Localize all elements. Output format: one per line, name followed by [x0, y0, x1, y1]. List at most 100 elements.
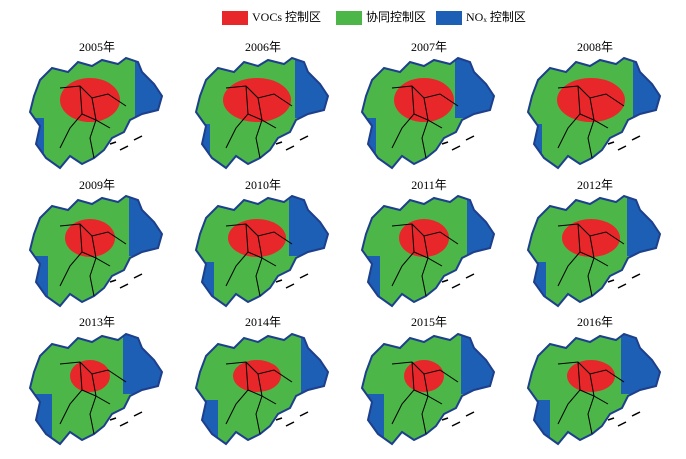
region-outline: [194, 194, 330, 308]
island: [285, 145, 295, 151]
voc-zone: [70, 360, 110, 392]
district-border: [557, 85, 581, 149]
panel-title: 2012年: [577, 178, 613, 192]
voc-zone: [562, 219, 620, 257]
map-panel: [28, 332, 164, 446]
map-panel: [28, 56, 164, 170]
legend-swatch: [222, 11, 248, 25]
island: [465, 273, 475, 279]
island: [607, 417, 615, 421]
panel-title: 2007年: [411, 40, 447, 54]
legend-swatch: [336, 11, 362, 25]
map-panel: [194, 56, 330, 170]
region-outline: [360, 194, 496, 308]
island: [133, 273, 143, 279]
district-border: [247, 113, 263, 159]
legend-label: VOCs 控制区: [252, 10, 321, 24]
legend-label: NOₓ 控制区: [466, 10, 526, 24]
district-border: [413, 251, 429, 297]
panel-title: 2009年: [79, 178, 115, 192]
island: [465, 411, 475, 417]
map-panel: [526, 332, 662, 446]
district-border: [81, 389, 97, 435]
map-panel: [194, 332, 330, 446]
island: [275, 417, 283, 421]
island: [607, 141, 615, 145]
region-outline: [28, 194, 164, 308]
region-outline: [28, 56, 164, 170]
panel-title: 2011年: [411, 178, 447, 192]
district-border: [579, 251, 595, 297]
map-panel: [360, 56, 496, 170]
map-panel: [526, 56, 662, 170]
district-border: [225, 223, 249, 287]
region-outline: [526, 56, 662, 170]
district-border: [391, 361, 415, 425]
region-outline: [526, 332, 662, 446]
map-panel: [28, 194, 164, 308]
island: [109, 417, 117, 421]
nox-zone: [196, 400, 218, 444]
island: [617, 283, 627, 289]
island: [441, 417, 449, 421]
island: [441, 141, 449, 145]
district-border: [225, 85, 249, 149]
district-border: [557, 223, 581, 287]
district-border: [59, 361, 83, 425]
nox-zone: [461, 334, 494, 394]
panel-title: 2013年: [79, 315, 115, 329]
island: [275, 279, 283, 283]
region-outline: [360, 56, 496, 170]
island: [299, 135, 309, 141]
panel-title: 2006年: [245, 40, 281, 54]
island: [617, 145, 627, 151]
region-outline: [28, 332, 164, 446]
district-border: [225, 361, 249, 425]
island: [109, 279, 117, 283]
nox-zone: [627, 196, 660, 256]
district-border: [81, 113, 97, 159]
district-border: [579, 113, 595, 159]
island: [285, 283, 295, 289]
district-border: [247, 251, 263, 297]
legend-label: 协同控制区: [366, 9, 426, 24]
district-border: [59, 85, 83, 149]
island: [441, 279, 449, 283]
map-fill: [30, 334, 162, 444]
map-panel: [360, 332, 496, 446]
voc-zone: [223, 78, 291, 122]
island: [119, 283, 129, 289]
island: [465, 135, 475, 141]
district-border: [413, 113, 429, 159]
district-border: [557, 361, 581, 425]
island: [299, 411, 309, 417]
district-border: [247, 389, 263, 435]
region-outline: [360, 332, 496, 446]
district-border: [413, 389, 429, 435]
island: [451, 421, 461, 427]
panel-title: 2010年: [245, 178, 281, 192]
panel-title: 2008年: [577, 40, 613, 54]
voc-zone: [228, 219, 286, 257]
voc-zone: [60, 78, 120, 122]
district-border: [391, 223, 415, 287]
island: [299, 273, 309, 279]
region-outline: [194, 332, 330, 446]
island: [451, 283, 461, 289]
map-panel: [526, 194, 662, 308]
island: [109, 141, 117, 145]
island: [631, 135, 641, 141]
island: [119, 145, 129, 151]
district-border: [81, 251, 97, 297]
panel-title: 2016年: [577, 315, 613, 329]
island: [133, 135, 143, 141]
map-panel: [360, 194, 496, 308]
panel-title: 2015年: [411, 315, 447, 329]
district-border: [59, 223, 83, 287]
island: [275, 141, 283, 145]
nox-zone: [528, 124, 542, 168]
legend-swatch: [436, 11, 462, 25]
island: [607, 279, 615, 283]
